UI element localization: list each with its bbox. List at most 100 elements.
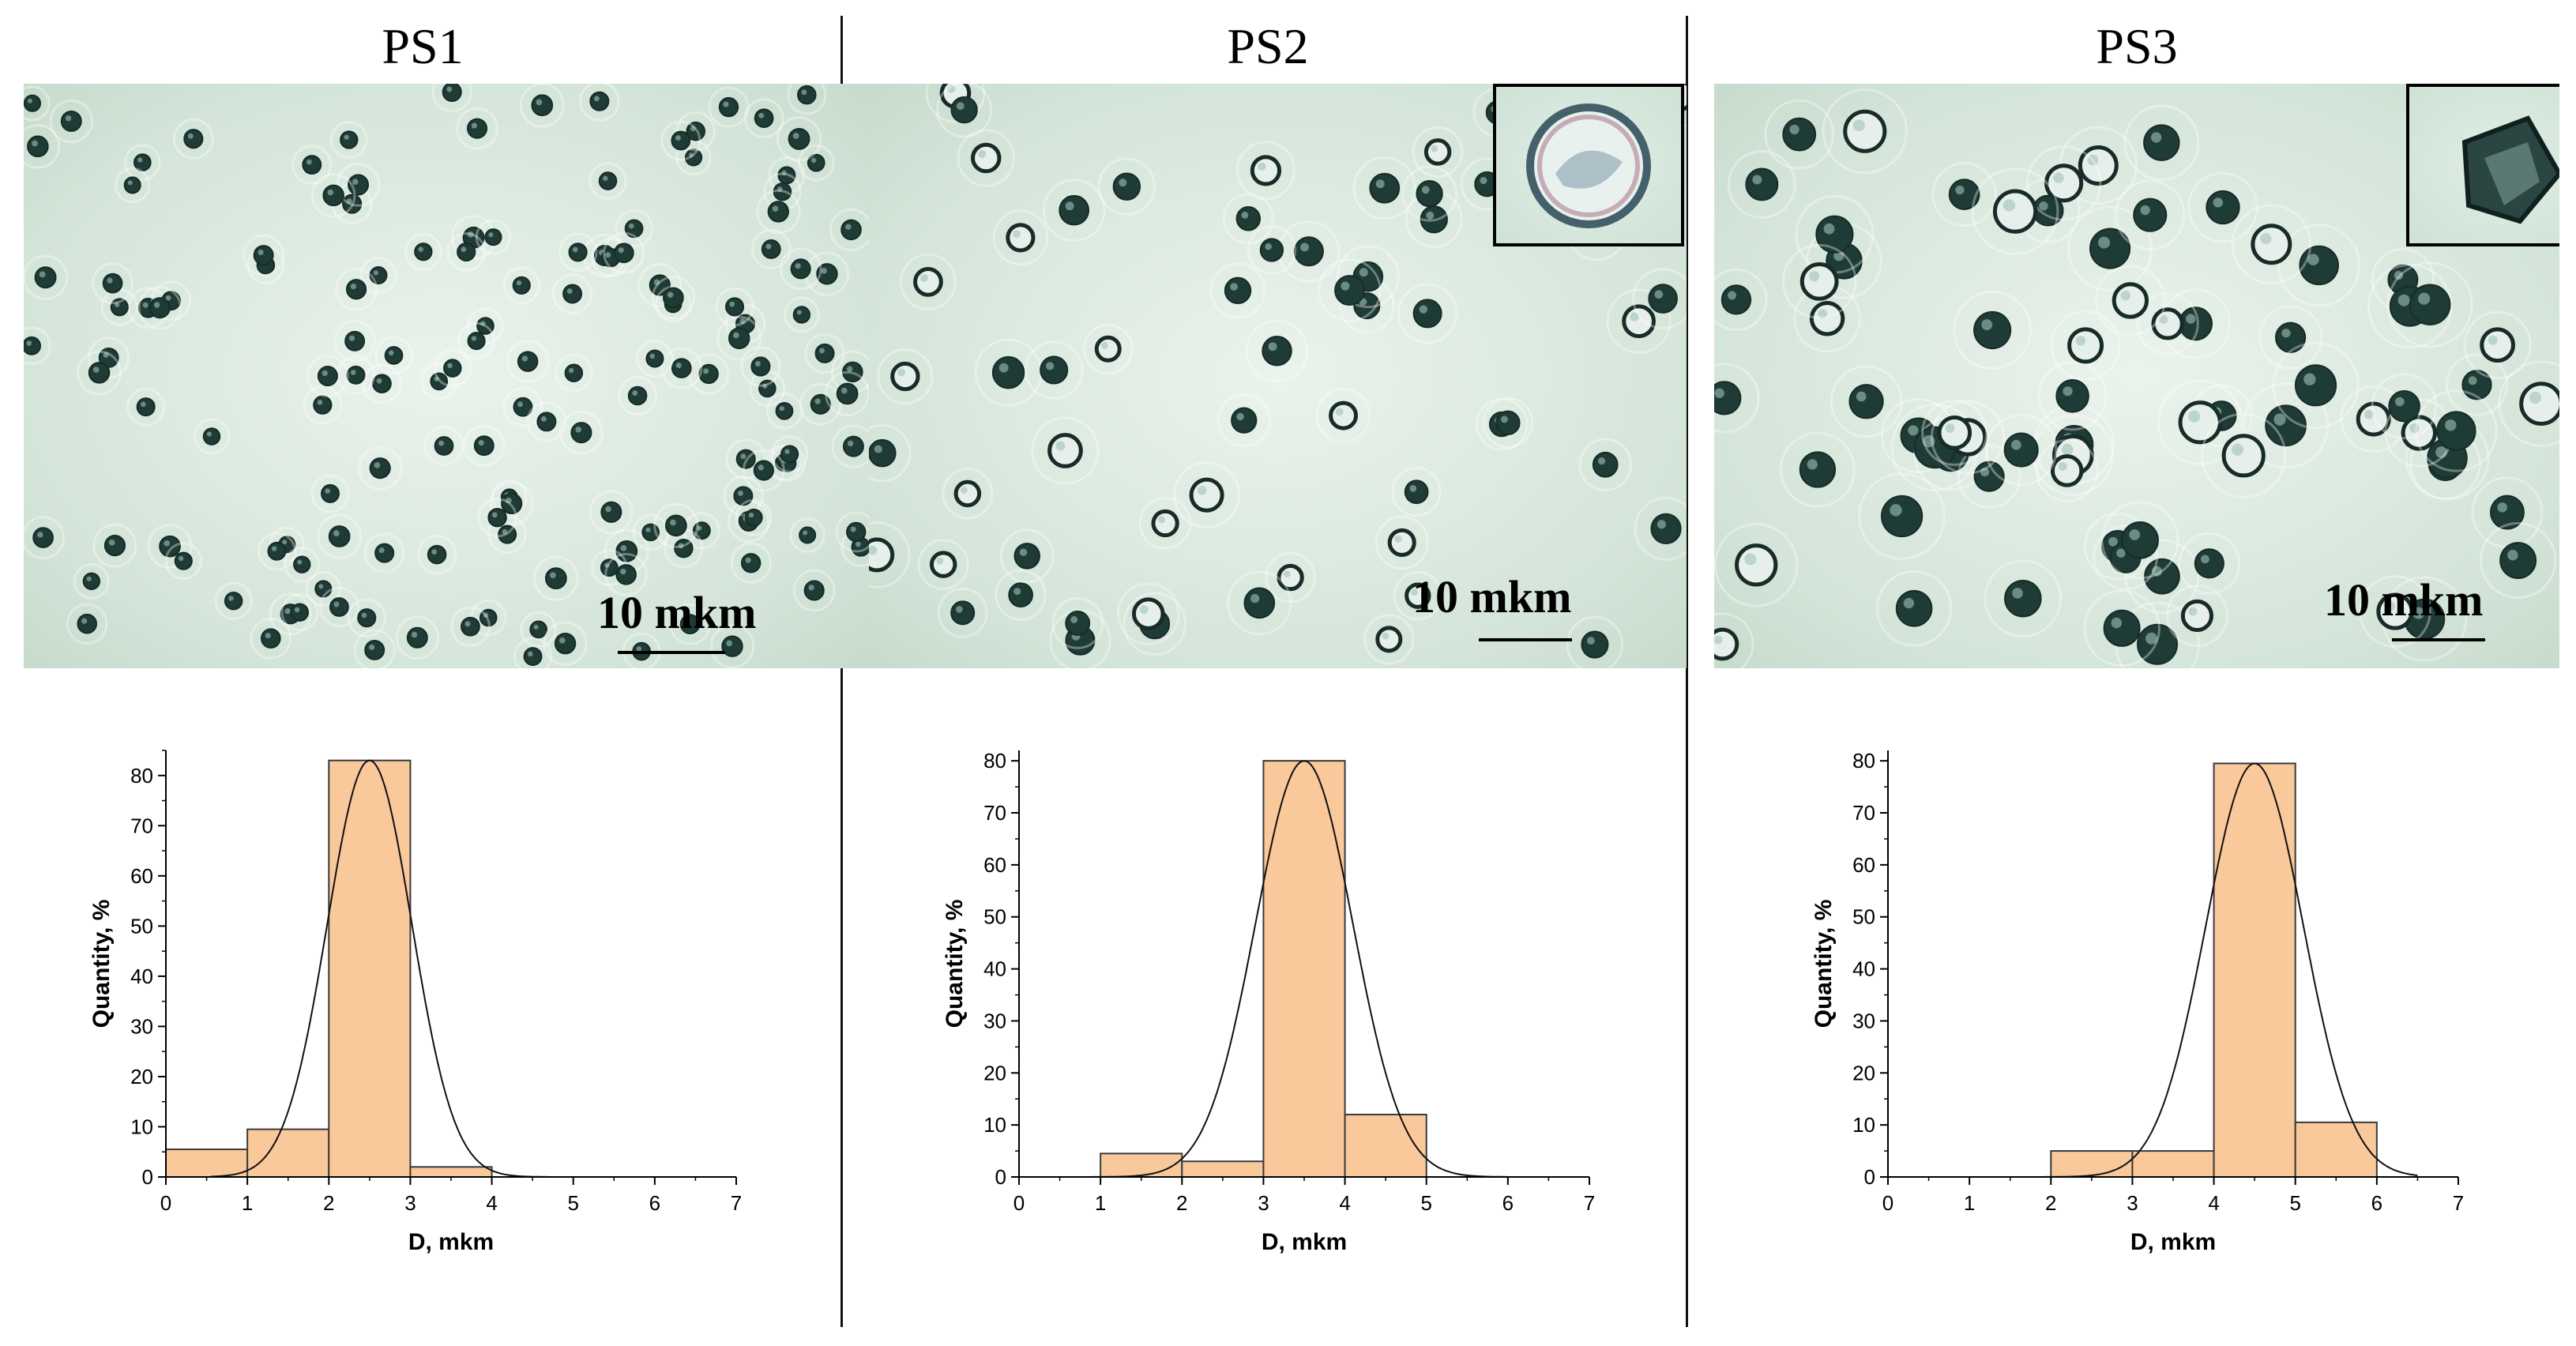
particle-highlight (653, 279, 660, 285)
particle-highlight (2087, 154, 2099, 166)
particle (2133, 197, 2168, 232)
particle-halo (2272, 341, 2360, 430)
panel-title-ps2: PS2 (1227, 18, 1309, 74)
particle-halo (526, 401, 567, 442)
particle-highlight (506, 497, 512, 504)
particle-highlight (2011, 439, 2021, 450)
y-tick-label: 30 (983, 1009, 1006, 1032)
particle-halo (1049, 609, 1111, 668)
particle-highlight (434, 376, 439, 382)
scale-label-ps1: 10 mkm (597, 587, 757, 638)
particle-highlight (491, 512, 498, 518)
particle-halo (1984, 559, 2063, 637)
particle-halo (1714, 268, 1768, 331)
particle-highlight (37, 532, 43, 538)
particle-highlight (803, 530, 808, 536)
particle (434, 436, 454, 456)
particle (302, 155, 322, 175)
x-tick-label: 2 (1176, 1191, 1187, 1215)
particle-highlight (1268, 342, 1277, 352)
particle (322, 184, 344, 207)
particle-highlight (956, 102, 965, 111)
particle-halo (450, 606, 491, 647)
particle-halo (329, 121, 368, 159)
particle (467, 332, 486, 351)
particle-highlight (629, 223, 634, 229)
particle-halo (829, 208, 869, 252)
particle-highlight (431, 549, 438, 555)
particle-halo (1097, 157, 1156, 216)
particle-halo (869, 521, 911, 588)
particle-halo (1714, 612, 1754, 668)
particle (2461, 370, 2492, 400)
particle-halo (353, 629, 396, 668)
particle-highlight (361, 612, 367, 618)
particle-halo (66, 603, 108, 645)
particle (991, 355, 1025, 389)
particle (2112, 282, 2149, 319)
particle (1065, 611, 1091, 636)
x-tick-label: 3 (2127, 1191, 2138, 1215)
particle-highlight (297, 559, 303, 565)
particle-highlight (348, 335, 355, 341)
particle (501, 492, 523, 515)
particle-highlight (2281, 329, 2291, 338)
particle (34, 266, 57, 289)
particle-halo (1051, 597, 1104, 649)
x-tick-label: 4 (2208, 1191, 2219, 1215)
particle-highlight (998, 363, 1009, 373)
particle-highlight (897, 368, 905, 377)
particle-highlight (536, 99, 543, 106)
particle-highlight (346, 198, 352, 205)
particle-highlight (378, 547, 385, 554)
particle-highlight (86, 576, 92, 581)
y-tick-label: 40 (130, 964, 153, 988)
particle-halo (280, 593, 319, 632)
particle-halo (1123, 592, 1186, 656)
particle-halo (250, 617, 292, 660)
particle-halo (765, 393, 803, 430)
panel-title-ps1: PS1 (382, 18, 464, 74)
x-tick-label: 0 (1013, 1191, 1025, 1215)
particle (1013, 543, 1040, 570)
particle (568, 243, 588, 262)
scale-bar-ps2 (1479, 638, 1572, 641)
particle-highlight (726, 640, 733, 647)
particle (814, 343, 835, 363)
panel-title-ps3: PS3 (2096, 18, 2178, 74)
particle-highlight (1158, 516, 1166, 524)
particle (443, 359, 462, 378)
particle (790, 258, 811, 280)
particle-halo (1031, 416, 1100, 485)
particle-highlight (325, 488, 331, 494)
particle-halo (869, 423, 912, 483)
particle-highlight (1818, 309, 1828, 319)
particle-highlight (376, 378, 382, 384)
particle (589, 91, 610, 111)
particle-halo (723, 476, 764, 517)
particle-highlight (1421, 186, 1430, 194)
particle (1782, 117, 1817, 152)
particle-highlight (333, 601, 340, 607)
particle (484, 228, 502, 246)
particle-highlight (733, 332, 739, 339)
particle-halo (463, 424, 506, 467)
particle (1375, 626, 1403, 653)
particle-highlight (645, 527, 651, 532)
particle (136, 397, 156, 417)
y-tick-label: 70 (130, 814, 153, 837)
particle-halo (1931, 162, 1997, 227)
particle-highlight (39, 271, 46, 278)
particle-highlight (480, 321, 486, 326)
particle (512, 276, 531, 295)
particle-halo (49, 99, 94, 144)
particle (2480, 327, 2515, 363)
x-axis-label: D, mkm (408, 1229, 494, 1255)
particle-highlight (678, 543, 684, 549)
particle-halo (1714, 522, 1799, 607)
particle (123, 176, 141, 194)
particle (600, 501, 622, 523)
particle-highlight (1236, 412, 1244, 421)
particle-highlight (318, 584, 324, 589)
particle-highlight (1852, 119, 1865, 132)
